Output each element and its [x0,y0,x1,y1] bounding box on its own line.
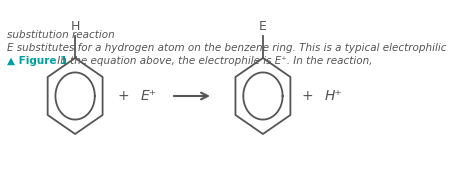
Text: E substitutes for a hydrogen atom on the benzene ring. This is a typical electro: E substitutes for a hydrogen atom on the… [7,43,446,53]
Text: E: E [259,20,267,33]
Text: substitution reaction: substitution reaction [7,30,114,40]
Text: ▲ Figure 1: ▲ Figure 1 [7,56,67,66]
Text: E⁺: E⁺ [140,89,156,103]
Text: In the equation above, the electrophile is E⁺. In the reaction,: In the equation above, the electrophile … [54,56,373,66]
Text: +: + [301,89,313,103]
Text: +: + [118,89,129,103]
Text: H⁺: H⁺ [325,89,343,103]
Text: H: H [71,20,80,33]
